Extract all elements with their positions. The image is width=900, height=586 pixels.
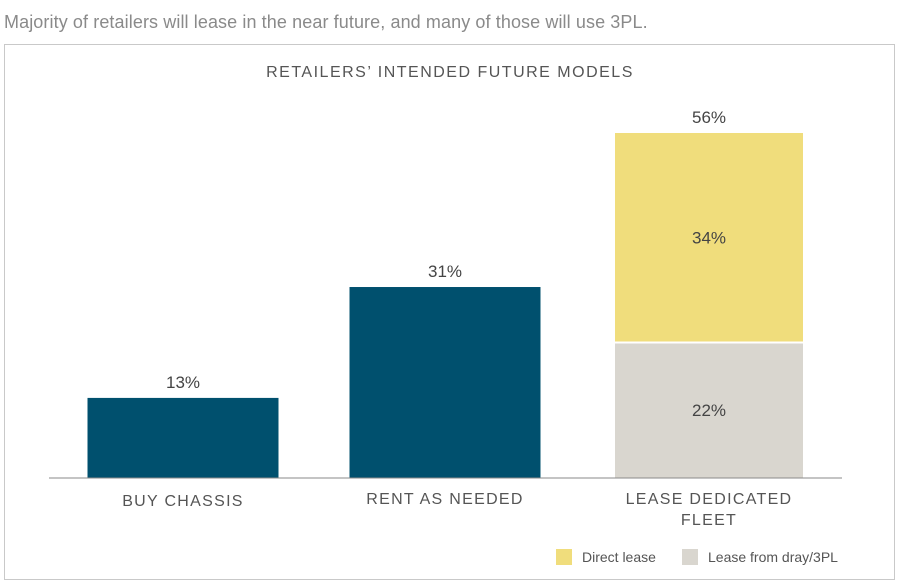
bar-buy-chassis-seg0 [87, 397, 279, 478]
chart-panel [4, 44, 895, 580]
data-label-0: 13% [166, 373, 200, 392]
legend-label-direct-lease: Direct lease [582, 549, 656, 565]
legend-item-lease-from-dray-3pl: Lease from dray/3PL [682, 549, 838, 565]
chart-title: RETAILERS’ INTENDED FUTURE MODELS [266, 64, 634, 81]
bar-lease-dedicated-fleet-seg1 [615, 342, 803, 478]
legend-swatch-direct-lease [556, 549, 572, 565]
bar-rent-as-needed-seg0 [349, 287, 541, 478]
legend-swatch-lease-from-dray-3pl [682, 549, 698, 565]
data-label-2-total: 56% [692, 108, 726, 127]
category-label-2-line2: FLEET [681, 512, 737, 529]
legend-label-lease-from-dray-3pl: Lease from dray/3PL [708, 549, 838, 565]
data-label-2-seg1: 34% [692, 229, 726, 248]
category-label-2-line1: LEASE DEDICATED [626, 491, 793, 508]
data-label-1: 31% [428, 262, 462, 281]
category-label-0: BUY CHASSIS [122, 493, 244, 510]
data-label-2-seg0: 22% [692, 401, 726, 420]
legend-item-direct-lease: Direct lease [556, 549, 656, 565]
chart-headline: Majority of retailers will lease in the … [4, 12, 648, 32]
category-label-1: RENT AS NEEDED [366, 491, 524, 508]
bar-lease-dedicated-fleet-seg2 [615, 133, 803, 343]
